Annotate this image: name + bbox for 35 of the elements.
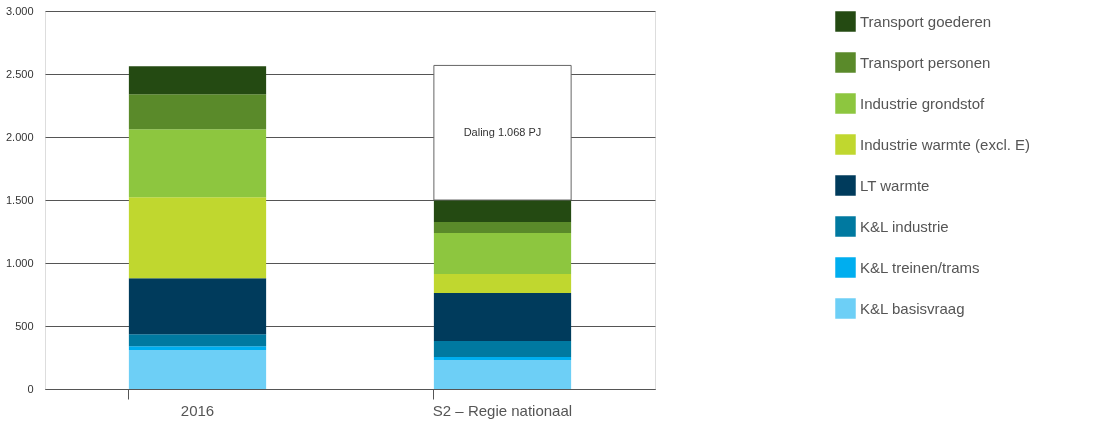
bar [433, 200, 572, 223]
bar [128, 66, 267, 95]
bar [433, 233, 572, 274]
y-tick-label: 1.500 [5, 193, 34, 206]
bar [128, 349, 267, 389]
y-tick-label: 2.500 [5, 67, 34, 80]
bar [433, 360, 572, 389]
legend-label: LT warmte [860, 176, 930, 194]
bar [433, 64, 572, 201]
bar [128, 197, 267, 279]
y-tick-label: 0 [27, 382, 34, 395]
y-tick-label: 2.000 [5, 130, 34, 143]
legend-label: Transport goederen [860, 12, 992, 30]
y-tick-label: 1.000 [5, 256, 34, 269]
bar [433, 340, 572, 357]
bar [128, 278, 267, 335]
y-tick-label: 3.000 [5, 4, 34, 17]
data-label: Daling 1.068 PJ [463, 125, 542, 138]
legend-label: Industrie grondstof [860, 94, 986, 112]
legend-label: K&L basisvraag [860, 299, 965, 317]
bar [128, 334, 267, 347]
bar [128, 346, 267, 350]
legend-label: Transport personen [860, 53, 991, 71]
legend-label: K&L treinen/trams [860, 258, 980, 276]
bar [128, 94, 267, 130]
bar [433, 273, 572, 293]
bar [128, 129, 267, 198]
bar [433, 222, 572, 234]
bar [433, 292, 572, 341]
y-tick-label: 500 [15, 319, 34, 332]
bar [433, 357, 572, 361]
x-tick-label: 2016 [180, 401, 215, 419]
legend-label: K&L industrie [860, 217, 949, 235]
legend-label: Industrie warmte (excl. E) [860, 135, 1031, 153]
x-tick-label: S2 – Regie nationaal [432, 401, 573, 419]
